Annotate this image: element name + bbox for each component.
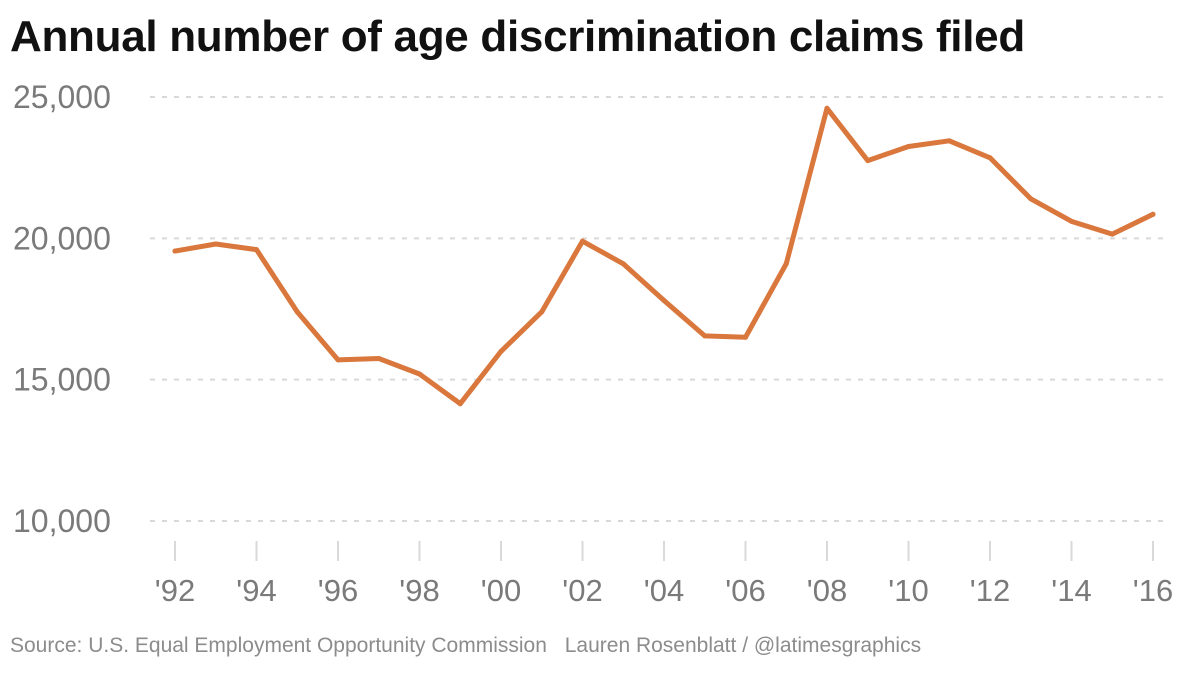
x-tick-label: '06 [725, 573, 765, 608]
x-tick-label: '02 [562, 573, 602, 608]
y-tick-label: 10,000 [13, 503, 111, 539]
x-tick-label: '12 [970, 573, 1010, 608]
footer: Source: U.S. Equal Employment Opportunit… [10, 634, 921, 658]
data-point [987, 155, 993, 161]
x-tick-label: '16 [1133, 573, 1173, 608]
data-point [294, 309, 300, 315]
data-point [417, 371, 422, 377]
series-line [172, 105, 1156, 407]
x-axis: '92 '94 '96 '98 '00 '02 '04 '06 '08 '10 '12 '14 '16 [155, 541, 1173, 608]
x-tick-label: '14 [1051, 573, 1091, 608]
data-point [906, 143, 911, 149]
data-point [1109, 231, 1115, 237]
y-tick-label: 15,000 [13, 362, 111, 398]
data-point [1150, 211, 1156, 217]
data-point [1028, 196, 1034, 202]
data-point [783, 261, 789, 267]
x-tick-label: '92 [155, 573, 195, 608]
data-point [824, 105, 830, 111]
data-point [702, 333, 708, 339]
credit-text: Lauren Rosenblatt / @latimesgraphics [564, 634, 922, 657]
data-point [213, 241, 219, 247]
chart-title: Annual number of age discrimination clai… [10, 12, 1025, 61]
x-tick-label: '08 [807, 573, 847, 608]
data-point [539, 309, 545, 315]
data-point [946, 138, 952, 144]
data-point [376, 355, 382, 361]
x-tick-label: '98 [399, 573, 439, 608]
y-tick-label: 25,000 [13, 79, 111, 115]
data-point [580, 238, 585, 244]
grid-lines [150, 96, 1165, 522]
data-point [661, 298, 667, 304]
x-tick-label: '94 [236, 573, 276, 608]
y-axis: 10,000 15,000 20,000 25,000 [13, 79, 111, 539]
x-tick-label: '96 [318, 573, 358, 608]
data-point [865, 158, 871, 164]
x-tick-label: '00 [481, 573, 521, 608]
data-point [254, 247, 259, 253]
source-text: Source: U.S. Equal Employment Opportunit… [10, 634, 547, 657]
x-tick-label: '10 [888, 573, 928, 608]
data-point [620, 261, 626, 267]
data-point [743, 334, 748, 340]
data-point [498, 348, 504, 354]
data-point [1069, 218, 1074, 224]
x-tick-label: '04 [644, 573, 684, 608]
data-point [457, 401, 463, 407]
series-layer [172, 105, 1156, 407]
data-point [335, 357, 341, 363]
data-point [172, 248, 178, 254]
y-tick-label: 20,000 [13, 220, 111, 256]
